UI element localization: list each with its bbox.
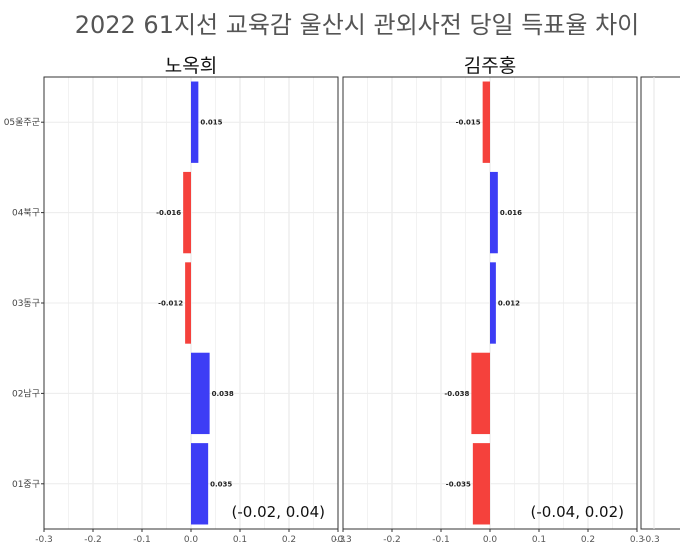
facet-panel-2: 김주홍 -0.015 0.016 0.012 -0.038 -0.035 -0.3 -0.2 -… [334,55,644,545]
bar [490,171,498,254]
data-label: -0.012 [158,300,183,308]
facet-panels: 노옥희 0.015 -0.016 -0.012 0.038 0.035 -0.3 -0.2 -0… [4,55,680,545]
x-tick-label: 0.3 [331,535,345,545]
data-label: 0.035 [210,480,232,488]
x-tick-label: -0.3 [642,535,660,545]
data-label: 0.012 [498,300,520,308]
range-label: (-0.04, 0.02) [531,503,624,521]
y-tick-label: 03동구 [12,298,40,309]
x-tick-label: -0.3 [35,535,53,545]
panel-border [640,76,680,530]
x-tick-label: -0.2 [84,535,102,545]
facet-panel-1: 노옥희 0.015 -0.016 -0.012 0.038 0.035 -0.3 -0.2 -0… [35,55,345,545]
x-tick-label: 0.3 [630,535,644,545]
bar [185,262,191,344]
y-tick-label: 05울주군 [4,117,40,128]
x-tick-label: -0.2 [383,535,401,545]
x-tick-label: 0.0 [184,535,199,545]
bar [471,352,490,435]
facet-panel-partial: -0.3 [640,76,680,545]
x-tick-label: 0.2 [282,535,296,545]
x-tick-label: -0.1 [133,535,151,545]
bar [482,81,490,163]
y-tick-label: 01중구 [12,479,40,490]
x-tick-label: -0.3 [334,535,352,545]
data-label: -0.015 [456,119,481,127]
data-label: 0.016 [500,209,522,217]
range-label: (-0.02, 0.04) [232,503,325,521]
bar [191,352,210,435]
data-label: 0.038 [212,390,234,398]
bar [191,81,199,163]
x-tick-label: 0.0 [483,535,498,545]
data-label: -0.035 [446,480,471,488]
x-tick-label: 0.1 [233,535,247,545]
bar [191,443,209,525]
facet-title: 노옥희 [165,55,217,77]
facet-title: 김주홍 [464,55,516,77]
data-label: 0.015 [200,119,222,127]
bar [490,262,496,344]
x-tick-label: 0.1 [532,535,546,545]
bar [183,171,191,254]
data-label: -0.016 [156,209,181,217]
x-tick-label: 0.2 [581,535,595,545]
chart-title: 2022 61지선 교육감 울산시 관외사전 당일 득표율 차이 [75,11,640,39]
y-tick-label: 04북구 [12,208,40,219]
y-tick-label: 02남구 [12,388,40,399]
y-axis: 05울주군 04북구 03동구 02남구 01중구 [4,117,44,490]
x-tick-label: -0.1 [432,535,450,545]
bar [472,443,490,525]
data-label: -0.038 [444,390,469,398]
